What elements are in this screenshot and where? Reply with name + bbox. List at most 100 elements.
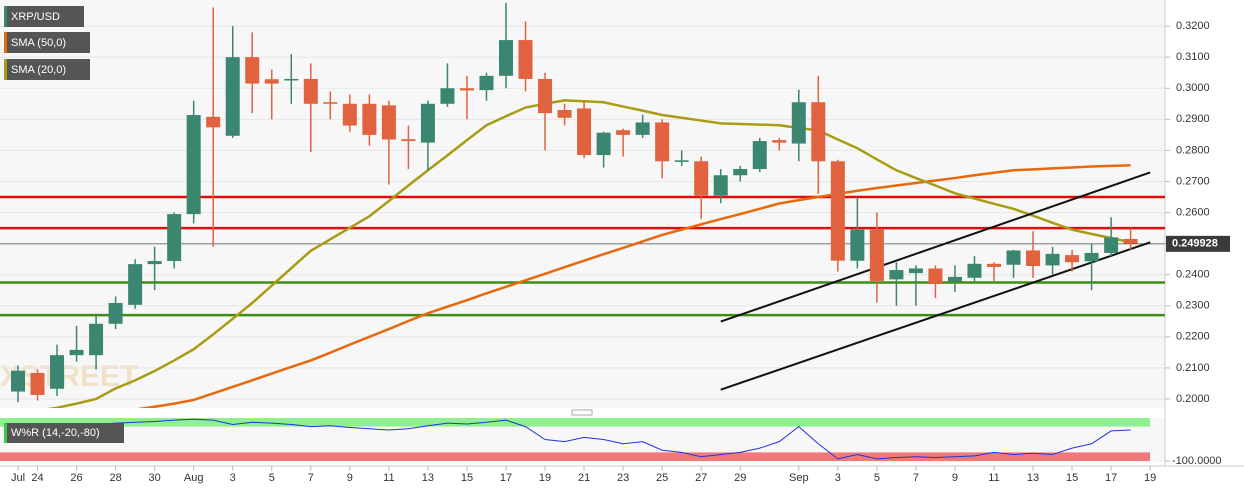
x-tick-label: 24 — [31, 472, 43, 484]
candle-body — [987, 263, 1001, 267]
x-tick-label: 29 — [734, 472, 746, 484]
candle-body — [518, 40, 533, 79]
x-tick-label: 5 — [874, 472, 880, 484]
candle-body — [674, 160, 689, 162]
x-tick-label: 17 — [1105, 472, 1117, 484]
trendline — [720, 171, 1151, 323]
candle-body — [1026, 250, 1041, 266]
x-tick-label: 30 — [149, 472, 161, 484]
x-tick-label: 23 — [617, 472, 629, 484]
candle-body — [811, 102, 826, 162]
price-tag — [1166, 235, 1230, 252]
candle-body — [947, 276, 962, 282]
x-tick-label: 26 — [70, 472, 82, 484]
candle-body — [128, 264, 143, 305]
x-tick-label: 11 — [383, 472, 394, 484]
candle-body — [1084, 252, 1099, 262]
panel-splitter[interactable] — [571, 409, 593, 416]
x-tick-label: 15 — [1066, 472, 1078, 484]
legend-label: XRP/USD — [11, 11, 60, 23]
x-tick-label: 13 — [1027, 472, 1039, 484]
candle-body — [225, 57, 240, 136]
legend-box[interactable] — [4, 32, 90, 53]
y-tick-label: 0.2800 — [1176, 144, 1210, 156]
candle-body — [69, 349, 84, 356]
x-tick-label: Sep — [789, 472, 809, 484]
axes: 0.20000.21000.22000.23000.24000.25000.26… — [11, 20, 1230, 484]
candle-body — [323, 102, 338, 104]
candle-body — [479, 75, 494, 91]
candle-body — [772, 140, 787, 143]
candle-body — [11, 370, 25, 392]
candle-body — [635, 122, 650, 135]
x-tick-label: 28 — [109, 472, 121, 484]
x-tick-label: 3 — [230, 472, 236, 484]
candle-body — [499, 40, 513, 76]
candle-body — [791, 102, 806, 144]
legend-swatch — [4, 59, 7, 80]
candle-body — [967, 263, 982, 278]
wr-line — [17, 418, 1131, 460]
candle-body — [830, 161, 845, 261]
legend-swatch — [4, 32, 7, 53]
candle-body — [655, 122, 670, 162]
candle-body — [694, 161, 709, 196]
candle-body — [440, 88, 455, 104]
legend-box[interactable] — [4, 59, 90, 80]
candle-body — [147, 261, 162, 265]
x-tick-label: Aug — [184, 472, 204, 484]
x-tick-label: 9 — [952, 472, 958, 484]
candle-body — [303, 78, 318, 104]
plot — [0, 2, 1165, 408]
x-tick-label: 19 — [1144, 472, 1156, 484]
candle-body — [401, 139, 416, 142]
legend: XRP/USD SMA (50,0) SMA (20,0) W%R (14,-2… — [4, 6, 124, 443]
y-tick-label: 0.2600 — [1176, 206, 1210, 218]
y-tick-label: 0.3000 — [1176, 82, 1210, 94]
y-tick-label: 0.2100 — [1176, 362, 1210, 374]
candle-body — [108, 302, 123, 324]
candle-body — [1045, 253, 1060, 266]
candle-body — [1104, 237, 1119, 253]
candle-body — [420, 103, 435, 143]
candle-body — [889, 270, 904, 280]
x-tick-label: 21 — [578, 472, 590, 484]
x-tick-label: 25 — [656, 472, 668, 484]
candle-body — [264, 79, 279, 84]
candle-body — [752, 141, 767, 170]
x-tick-label: 27 — [695, 472, 707, 484]
candle-body — [538, 78, 553, 114]
price-tag-label: 0.249928 — [1172, 238, 1218, 250]
candle-body — [362, 103, 377, 135]
x-tick-label: 5 — [269, 472, 275, 484]
trendline — [720, 241, 1151, 391]
candle-body — [1006, 250, 1021, 265]
candle-body — [850, 229, 865, 261]
y-tick-label: 0.2000 — [1176, 393, 1210, 405]
x-tick-label: 7 — [308, 472, 314, 484]
y-tick-label: 0.2900 — [1176, 113, 1210, 125]
candle-body — [928, 268, 943, 285]
legend-label: SMA (20,0) — [11, 64, 66, 76]
legend-box[interactable] — [4, 6, 84, 27]
legend-box[interactable] — [4, 423, 124, 443]
x-tick-label: 9 — [347, 472, 353, 484]
legend-swatch — [4, 6, 7, 27]
candle-body — [557, 110, 572, 118]
overbought-zone — [0, 418, 1150, 427]
candle-body — [616, 130, 631, 135]
legend-label: W%R (14,-20,-80) — [11, 427, 100, 439]
legend-label: SMA (50,0) — [11, 37, 66, 49]
candle-body — [733, 169, 748, 176]
candle-body — [577, 108, 592, 156]
legend-swatch — [4, 423, 7, 443]
candle-body — [459, 88, 474, 91]
y-tick-label: 0.3100 — [1176, 51, 1210, 63]
candle-body — [869, 229, 884, 281]
x-tick-label: 17 — [500, 472, 512, 484]
y-tick-label: 0.2200 — [1176, 331, 1210, 343]
candle-body — [30, 372, 45, 395]
sma-line — [137, 164, 1131, 408]
